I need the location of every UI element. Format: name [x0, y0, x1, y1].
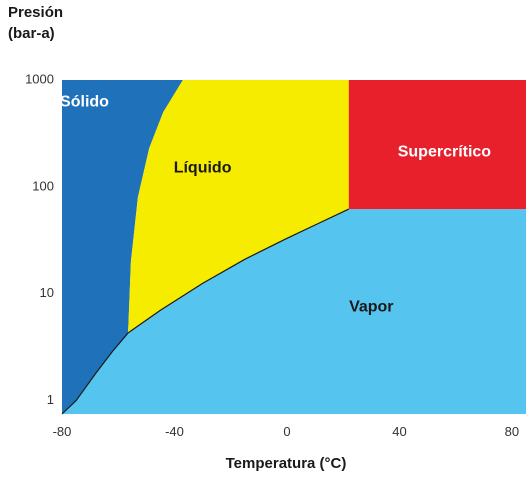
phase-regions	[62, 80, 526, 414]
x-tick-label: -40	[165, 424, 184, 439]
y-tick-label: 100	[32, 178, 54, 193]
region-labels: Sólido Líquido Supercrítico Vapor	[60, 93, 491, 315]
y-tick-label: 1	[47, 392, 54, 407]
vaporization-curve	[127, 208, 350, 334]
y-axis-label-line1: Presión	[8, 4, 64, 21]
region-supercritical	[348, 80, 526, 210]
x-tick-label: -80	[53, 424, 72, 439]
x-tick-label: 80	[505, 424, 519, 439]
region-label-solid: Sólido	[60, 93, 109, 110]
region-vapor	[62, 209, 526, 414]
y-axis-label-line2: (bar-a)	[8, 25, 55, 42]
x-tick-label: 40	[392, 424, 406, 439]
phase-boundaries	[61, 208, 350, 415]
x-axis-ticks: -80 -40 0 40 80	[53, 424, 520, 439]
sublimation-curve	[61, 332, 129, 415]
region-liquid	[128, 80, 349, 333]
y-tick-label: 1000	[25, 71, 54, 86]
region-solid	[62, 80, 183, 414]
x-axis-label: Temperatura (°C)	[225, 455, 347, 472]
x-tick-label: 0	[283, 424, 290, 439]
region-label-liquid: Líquido	[174, 159, 232, 176]
y-axis-ticks: 1 10 100 1000	[25, 71, 54, 407]
y-tick-label: 10	[40, 285, 54, 300]
region-label-supercritical: Supercrítico	[398, 144, 492, 161]
region-label-vapor: Vapor	[349, 298, 393, 315]
